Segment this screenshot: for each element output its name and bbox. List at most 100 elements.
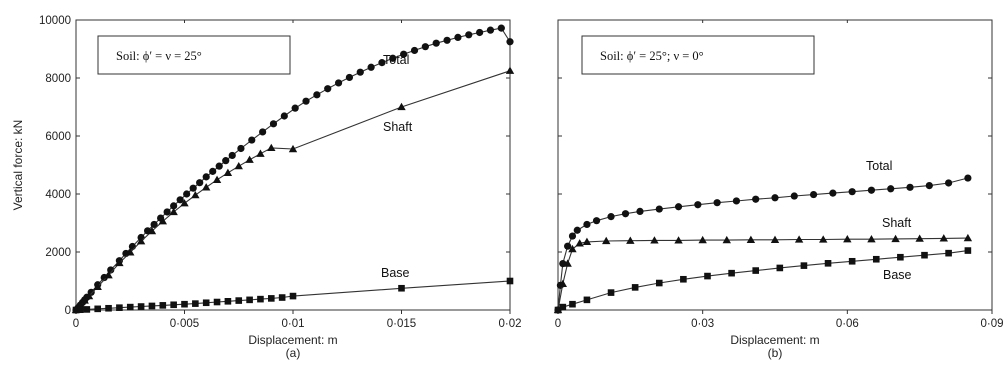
base-point: [824, 260, 832, 267]
base-point: [268, 295, 275, 302]
base-point: [398, 284, 405, 292]
shaft-point: [267, 143, 276, 152]
base-point: [116, 304, 123, 311]
total-point: [324, 85, 332, 93]
total-point: [476, 28, 484, 37]
shaft-point: [104, 271, 113, 279]
total-point: [573, 226, 581, 234]
base-point: [872, 255, 880, 263]
total-point: [228, 151, 236, 160]
shaft-point: [245, 155, 254, 163]
base-point: [224, 298, 232, 305]
total-point: [150, 220, 158, 229]
x-tick-label: 0·005: [170, 318, 199, 330]
shaft-point: [582, 237, 592, 245]
base-point: [607, 289, 615, 296]
x-tick-label: 0: [555, 318, 561, 330]
x-tick-label: 0: [73, 318, 79, 330]
base-series-label: Base: [883, 268, 912, 282]
base-point: [72, 306, 80, 314]
shaft-point: [563, 259, 572, 267]
total-point: [694, 201, 702, 209]
shaft-point: [115, 258, 124, 267]
total-point: [752, 195, 760, 203]
total-point: [964, 174, 972, 182]
base-point: [148, 302, 156, 310]
total-point: [367, 63, 375, 71]
base-point: [170, 301, 177, 309]
total-point: [280, 112, 288, 120]
shaft-point: [698, 235, 707, 244]
shaft-point: [819, 235, 828, 243]
total-point: [209, 167, 217, 175]
x-tick-label: 0·06: [836, 318, 859, 330]
shaft-point: [136, 237, 146, 245]
base-point: [945, 249, 952, 257]
x-tick-label: 0·01: [281, 318, 304, 330]
base-point: [289, 292, 297, 300]
shaft-series-label: Shaft: [383, 120, 413, 134]
base-point: [776, 264, 784, 272]
total-point: [400, 50, 408, 58]
base-series-label: Base: [381, 266, 410, 280]
base-point: [506, 277, 514, 285]
shaft-point: [169, 207, 178, 216]
x-tick-label: 0·09: [980, 318, 1003, 330]
shaft-point: [915, 234, 924, 242]
shaft-point: [770, 235, 780, 243]
total-point: [925, 181, 933, 190]
total-point: [215, 162, 223, 170]
base-point: [192, 300, 199, 307]
base-point: [680, 275, 687, 283]
total-point: [506, 38, 514, 46]
y-tick-label: 2000: [45, 247, 71, 259]
base-point: [728, 269, 735, 277]
total-point: [378, 59, 386, 67]
shaft-point: [212, 175, 222, 183]
total-point: [170, 202, 178, 210]
shaft-point: [746, 235, 756, 243]
shaft-point: [843, 235, 852, 243]
shaft-point: [575, 239, 584, 247]
total-point: [410, 46, 419, 55]
total-point: [196, 179, 204, 187]
base-point: [213, 298, 221, 306]
total-point: [497, 24, 505, 32]
total-point: [259, 128, 267, 136]
soil-annotation-text: Soil: ϕ′ = ν = 25°: [116, 49, 202, 63]
base-point: [235, 297, 243, 304]
total-point: [583, 220, 591, 229]
soil-annotation-text: Soil: ϕ′ = 25°; ν = 0°: [600, 49, 704, 63]
total-point: [713, 199, 721, 207]
shaft-point: [939, 234, 948, 242]
x-axis-title: Displacement: m: [730, 333, 819, 347]
total-point: [887, 185, 895, 193]
y-tick-label: 8000: [45, 73, 71, 85]
panel-label: (a): [286, 346, 301, 360]
total-point: [202, 173, 210, 181]
shaft-point: [180, 199, 189, 207]
soil-annotation-box: [97, 35, 291, 75]
base-point: [569, 300, 576, 308]
shaft-point: [202, 183, 211, 191]
base-point: [137, 303, 145, 310]
total-point: [334, 79, 343, 87]
base-point: [126, 303, 134, 311]
shaft-point: [93, 282, 102, 290]
y-tick-label: 4000: [45, 189, 71, 201]
base-point: [655, 279, 663, 287]
base-point: [800, 262, 808, 269]
total-point: [848, 188, 856, 196]
base-point: [246, 296, 253, 304]
base-point: [257, 295, 264, 303]
total-series-line: [557, 177, 969, 311]
total-point: [636, 207, 644, 215]
total-series-label: Total: [866, 159, 892, 173]
base-point: [583, 296, 591, 304]
shaft-point: [191, 190, 200, 199]
shaft-point: [80, 296, 89, 304]
y-tick-label: 10000: [39, 15, 71, 27]
y-tick-label: 6000: [45, 131, 71, 143]
base-point: [752, 267, 760, 274]
